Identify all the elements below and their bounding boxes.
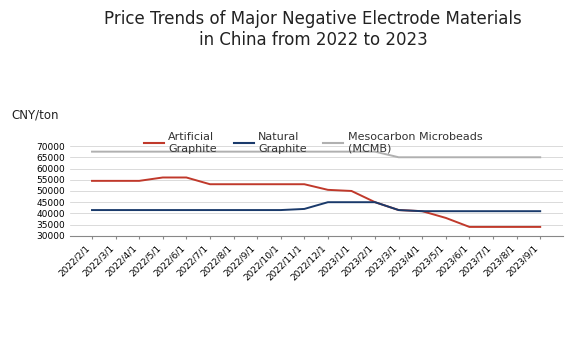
Legend: Artificial
Graphite, Natural
Graphite, Mesocarbon Microbeads
(MCMB): Artificial Graphite, Natural Graphite, M… [144, 132, 483, 154]
Text: Price Trends of Major Negative Electrode Materials
in China from 2022 to 2023: Price Trends of Major Negative Electrode… [104, 10, 522, 49]
Text: CNY/ton: CNY/ton [12, 108, 59, 121]
